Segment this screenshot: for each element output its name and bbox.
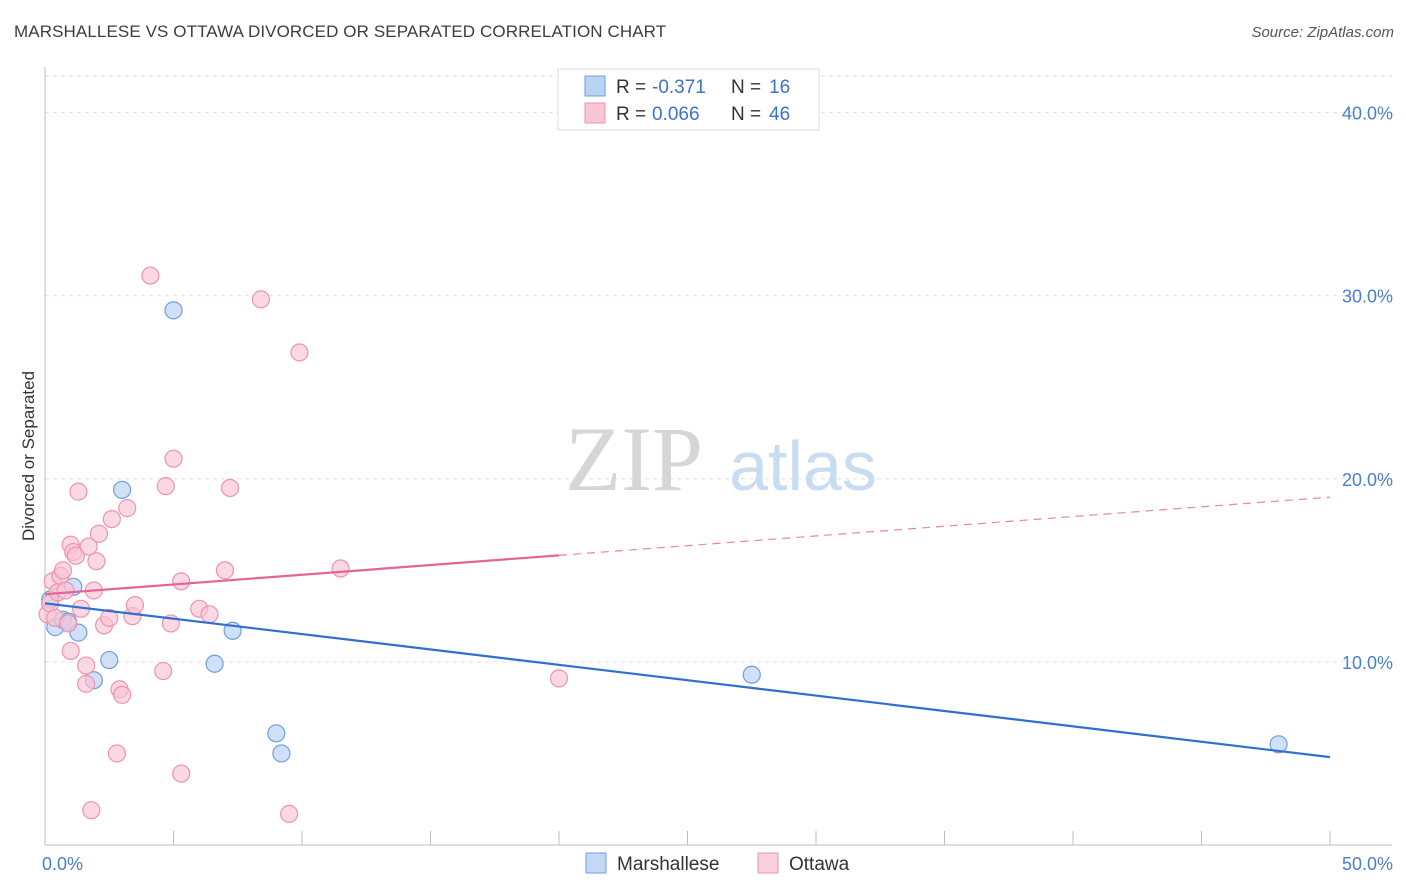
legend: R = -0.371 N = 16 R = 0.066 N = 46 [557,68,820,131]
ottawa-point-30 [82,801,101,820]
ottawa-point-29 [125,596,145,615]
ottawa-point-20 [89,524,109,543]
y-tick-label-0: 10.0% [1342,653,1393,673]
ottawa-point-44 [280,804,299,823]
x-tick-label-0: 0.0% [42,854,83,874]
marshallese-point-10 [205,654,224,673]
ottawa-point-16 [77,674,96,693]
ottawa-point-40 [215,561,234,580]
legend-r-value-marshallese: -0.371 [652,77,706,98]
axes [44,67,1392,846]
legend-n-value-ottawa: 46 [769,104,790,125]
bottom-legend: Marshallese Ottawa [585,852,850,875]
ottawa-point-24 [107,744,127,763]
gridlines [45,75,1392,663]
legend-swatch-ottawa [584,102,606,124]
ottawa-point-35 [164,449,183,468]
bottom-legend-label-ottawa: Ottawa [789,854,850,875]
ottawa-point-8 [59,614,78,633]
ottawa-point-12 [66,546,85,565]
source-credit: Source: ZipAtlas.com [1251,24,1394,41]
bottom-legend-swatch-ottawa [757,852,779,874]
ottawa-point-31 [141,266,160,285]
ottawa-point-46 [549,669,569,688]
data-points [38,266,1288,823]
bottom-legend-swatch-marshallese [585,852,607,874]
ottawa-point-7 [56,581,75,600]
legend-n-value-marshallese: 16 [769,77,790,98]
y-tick-labels: 10.0% 20.0% 30.0% 40.0% [1342,104,1393,673]
bottom-legend-label-marshallese: Marshallese [617,854,719,875]
marshallese-trend-line [44,602,1331,759]
ottawa-point-19 [87,552,106,571]
ottawa-point-36 [172,572,191,591]
ottawa-point-15 [77,656,96,675]
ottawa-point-41 [220,478,240,498]
legend-r-label-marshallese: R = [616,77,646,98]
trend-lines [44,496,1331,759]
ottawa-point-6 [53,561,73,580]
y-tick-label-1: 20.0% [1342,470,1393,490]
chart-title: MARSHALLESE VS OTTAWA DIVORCED OR SEPARA… [14,22,667,41]
ottawa-point-23 [102,509,121,529]
ottawa-point-22 [100,608,119,628]
marshallese-point-9 [164,301,183,320]
legend-swatch-marshallese [584,75,606,97]
marshallese-point-8 [112,480,132,499]
watermark-zip: ZIP [565,408,703,510]
ottawa-point-9 [61,641,80,661]
marshallese-point-15 [1269,735,1288,754]
ottawa-point-17 [79,537,98,556]
ottawa-point-33 [156,477,175,496]
ottawa-point-42 [251,290,270,309]
ottawa-point-43 [290,343,309,362]
y-tick-label-2: 30.0% [1342,287,1393,307]
ottawa-point-39 [200,605,219,624]
x-tick-labels: 0.0% 50.0% [42,854,1393,874]
marshallese-point-14 [742,665,761,684]
legend-r-label-ottawa: R = [616,104,646,125]
ottawa-point-37 [172,764,191,783]
ottawa-point-26 [112,685,132,704]
y-axis-label: Divorced or Separated [19,371,38,541]
legend-r-value-ottawa: 0.066 [652,104,700,125]
watermark: ZIP atlas [565,408,877,510]
ottawa-point-45 [331,559,350,578]
marshallese-point-13 [272,744,291,763]
ottawa-point-13 [69,482,88,501]
legend-n-label-ottawa: N = [731,104,761,125]
watermark-atlas: atlas [729,427,877,505]
x-tick-label-1: 50.0% [1342,854,1393,874]
ottawa-point-32 [154,661,173,681]
marshallese-point-7 [100,650,119,670]
legend-n-label-marshallese: N = [731,77,761,98]
y-tick-label-3: 40.0% [1342,104,1393,124]
ottawa-trend-line-dashed [558,496,1331,556]
marshallese-point-12 [267,724,286,743]
ottawa-point-27 [118,499,137,518]
ottawa-trend-line-solid [44,554,560,596]
